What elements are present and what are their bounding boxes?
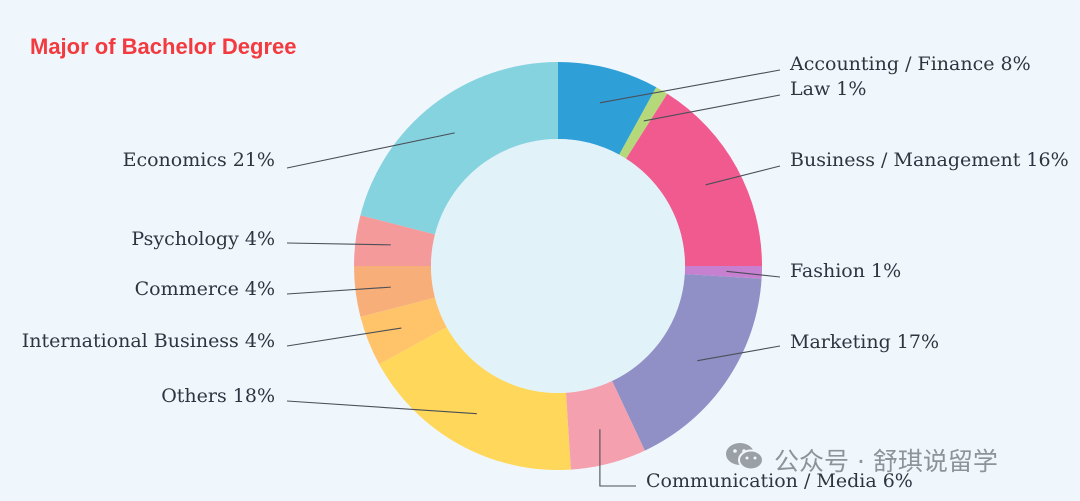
- slice-label: Others 18%: [161, 385, 275, 407]
- pie-slice: [684, 266, 762, 279]
- leader-line: [726, 270, 781, 278]
- slice-label: Communication / Media 6%: [646, 470, 913, 492]
- leader-line: [286, 327, 402, 347]
- leader-line: [599, 69, 781, 104]
- slice-label: Accounting / Finance 8%: [789, 53, 1031, 75]
- slice-group: [354, 62, 762, 470]
- leader-line: [286, 400, 477, 415]
- pie-slice: [558, 62, 657, 155]
- leader-line: [697, 345, 781, 362]
- slice-label: Psychology 4%: [131, 228, 275, 250]
- wechat-icon: [724, 440, 766, 480]
- pie-slice: [379, 327, 571, 470]
- pie-slice: [626, 93, 762, 266]
- pie-slice: [354, 266, 435, 317]
- pie-slice: [565, 380, 645, 470]
- pie-slice: [354, 215, 435, 266]
- leader-line: [286, 286, 391, 295]
- pie-slice: [619, 87, 668, 159]
- pie-slice: [360, 297, 447, 365]
- leader-lines: [286, 69, 781, 487]
- slice-label: International Business 4%: [22, 330, 275, 352]
- slice-label: Law 1%: [790, 78, 866, 100]
- leader-line: [286, 132, 455, 169]
- pie-slice: [360, 62, 558, 235]
- slice-label: Commerce 4%: [135, 278, 275, 300]
- slice-label: Business / Management 16%: [790, 149, 1069, 171]
- pie-slice: [612, 273, 762, 451]
- chart-title: Major of Bachelor Degree: [30, 34, 297, 59]
- watermark-text: 公众号 · 舒琪说留学: [774, 447, 998, 476]
- leader-line: [286, 242, 391, 246]
- leader-line: [643, 94, 781, 122]
- watermark: 公众号 · 舒琪说留学: [724, 440, 998, 480]
- donut-hole: [431, 139, 685, 393]
- slice-label: Marketing 17%: [790, 331, 939, 353]
- leader-line: [599, 429, 636, 487]
- slice-labels: Accounting / Finance 8% Law 1% Business / …: [22, 53, 1069, 492]
- slice-label: Fashion 1%: [790, 260, 901, 282]
- leader-line: [705, 165, 781, 186]
- slice-label: Economics 21%: [123, 149, 275, 171]
